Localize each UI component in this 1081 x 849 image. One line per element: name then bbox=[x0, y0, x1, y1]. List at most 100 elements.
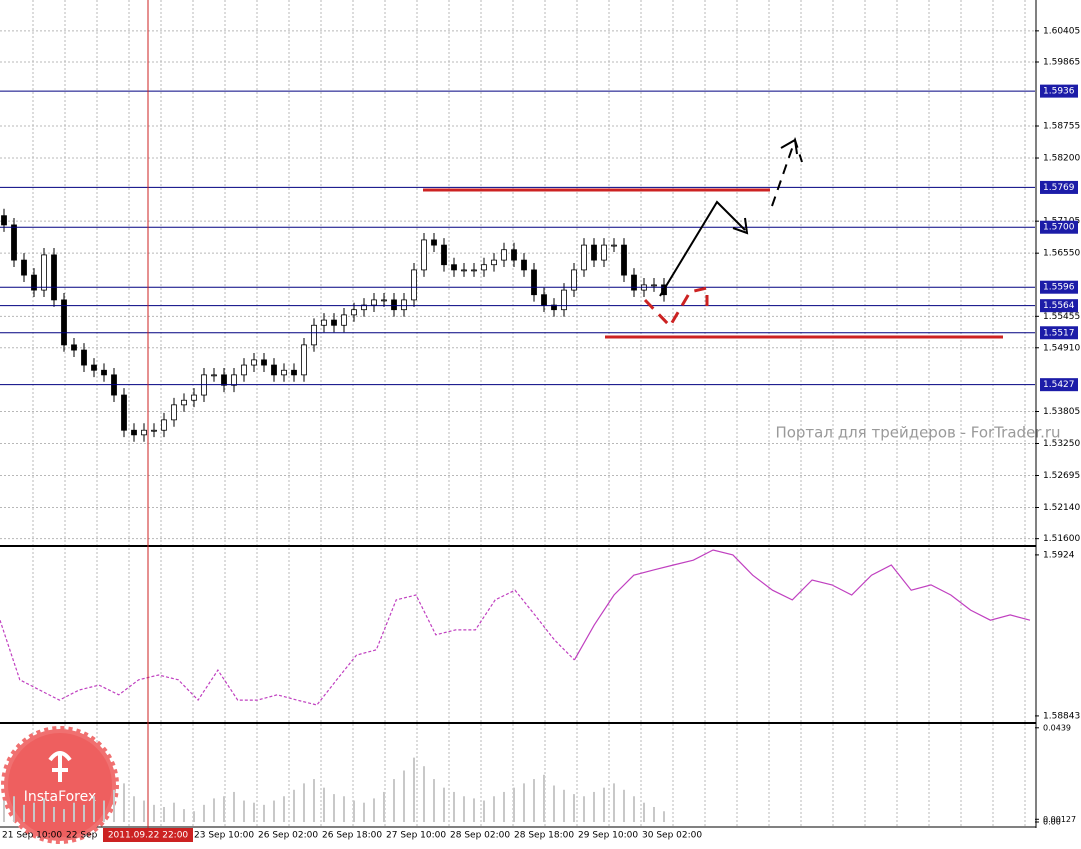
volume-bar bbox=[613, 783, 615, 822]
indicator-line bbox=[573, 549, 1031, 661]
y-tick-label: 1.56550 bbox=[1043, 249, 1080, 259]
volume-bar bbox=[293, 789, 295, 822]
candle-body bbox=[101, 369, 107, 376]
y-tick-label: 1.53805 bbox=[1043, 407, 1080, 417]
candle-body bbox=[261, 359, 267, 366]
x-tick-label: 26 Sep 02:00 bbox=[258, 831, 318, 841]
candle-body bbox=[371, 299, 377, 306]
volume-bar bbox=[443, 787, 445, 822]
y-tick-label: 1.5924 bbox=[1043, 550, 1075, 560]
candle-body bbox=[321, 319, 327, 326]
candle-body bbox=[151, 429, 157, 432]
volume-bar bbox=[313, 779, 315, 822]
volume-bar bbox=[3, 800, 5, 822]
volume-bar bbox=[333, 794, 335, 822]
y-tick-label: 0.00127 bbox=[1043, 815, 1076, 824]
level-label: 1.5564 bbox=[1043, 301, 1075, 311]
x-tick-label: 26 Sep 18:00 bbox=[322, 831, 382, 841]
y-tick-label: 1.59865 bbox=[1043, 57, 1080, 67]
candle-body bbox=[191, 394, 197, 401]
volume-bar bbox=[73, 802, 75, 822]
candle-body bbox=[31, 274, 37, 291]
candle-body bbox=[511, 249, 517, 261]
volume-bar bbox=[593, 791, 595, 822]
volume-bar bbox=[233, 791, 235, 822]
candle-body bbox=[451, 264, 457, 271]
candle-body bbox=[221, 374, 227, 386]
volume-bar bbox=[283, 796, 285, 822]
volume-bar bbox=[323, 787, 325, 822]
candle-body bbox=[561, 289, 567, 311]
volume-bar bbox=[413, 757, 415, 822]
x-tick-label: 27 Sep 10:00 bbox=[386, 831, 446, 841]
candle-body bbox=[631, 274, 637, 291]
candle-body bbox=[581, 244, 587, 271]
volume-bar bbox=[53, 806, 55, 822]
candle-body bbox=[311, 324, 317, 346]
volume-bar bbox=[393, 779, 395, 822]
y-tick-label: 1.58200 bbox=[1043, 154, 1080, 164]
volume-bar bbox=[173, 802, 175, 822]
candle-body bbox=[211, 374, 217, 377]
candle-body bbox=[41, 254, 47, 291]
candle-body bbox=[651, 284, 657, 287]
volume-bar bbox=[563, 789, 565, 822]
candle-body bbox=[591, 244, 597, 261]
volume-bar bbox=[663, 811, 665, 822]
candle-body bbox=[461, 269, 467, 272]
volume-bar bbox=[463, 796, 465, 822]
volume-bar bbox=[573, 794, 575, 822]
volume-bar bbox=[303, 783, 305, 822]
candle-body bbox=[481, 264, 487, 271]
volume-bar bbox=[63, 809, 65, 822]
candle-body bbox=[541, 294, 547, 306]
volume-bar bbox=[243, 800, 245, 822]
candle-body bbox=[271, 364, 277, 376]
volume-bar bbox=[133, 796, 135, 822]
level-label: 1.5936 bbox=[1043, 87, 1075, 97]
candle-body bbox=[401, 299, 407, 311]
volume-bar bbox=[13, 796, 15, 822]
candle-body bbox=[161, 419, 167, 431]
candle-body bbox=[21, 259, 27, 276]
volume-bar bbox=[583, 796, 585, 822]
volume-bar bbox=[363, 802, 365, 822]
candle-body bbox=[91, 364, 97, 371]
arrow-head bbox=[732, 217, 749, 235]
y-tick-label: 1.52695 bbox=[1043, 471, 1080, 481]
volume-bar bbox=[543, 774, 545, 822]
candle-body bbox=[71, 344, 77, 351]
volume-bar bbox=[23, 804, 25, 822]
candle-body bbox=[491, 259, 497, 266]
x-tick-label: 29 Sep 10:00 bbox=[578, 831, 638, 841]
cursor-box bbox=[103, 828, 193, 842]
level-box bbox=[1040, 180, 1078, 194]
candle-body bbox=[181, 399, 187, 406]
volume-bar bbox=[343, 796, 345, 822]
level-box bbox=[1040, 280, 1078, 294]
candle-body bbox=[281, 369, 287, 376]
candle-body bbox=[341, 314, 347, 326]
y-tick-label: 1.53250 bbox=[1043, 439, 1080, 449]
candle-body bbox=[431, 239, 437, 246]
volume-bar bbox=[43, 798, 45, 822]
candle-body bbox=[291, 369, 297, 376]
indicator-line bbox=[0, 589, 575, 706]
candle-body bbox=[351, 309, 357, 316]
x-tick-label: 28 Sep 02:00 bbox=[450, 831, 510, 841]
candle-body bbox=[1, 215, 7, 226]
volume-bar bbox=[143, 800, 145, 822]
volume-bar bbox=[523, 783, 525, 822]
candle-body bbox=[611, 244, 617, 247]
volume-bar bbox=[183, 809, 185, 822]
candle-body bbox=[51, 254, 57, 301]
watermark: Портал для трейдеров - ForTrader.ru bbox=[775, 424, 1060, 442]
volume-bar bbox=[113, 789, 115, 822]
level-box bbox=[1040, 220, 1078, 234]
candle-body bbox=[571, 269, 577, 291]
level-box bbox=[1040, 84, 1078, 98]
level-box bbox=[1040, 326, 1078, 340]
volume-bar bbox=[423, 766, 425, 822]
